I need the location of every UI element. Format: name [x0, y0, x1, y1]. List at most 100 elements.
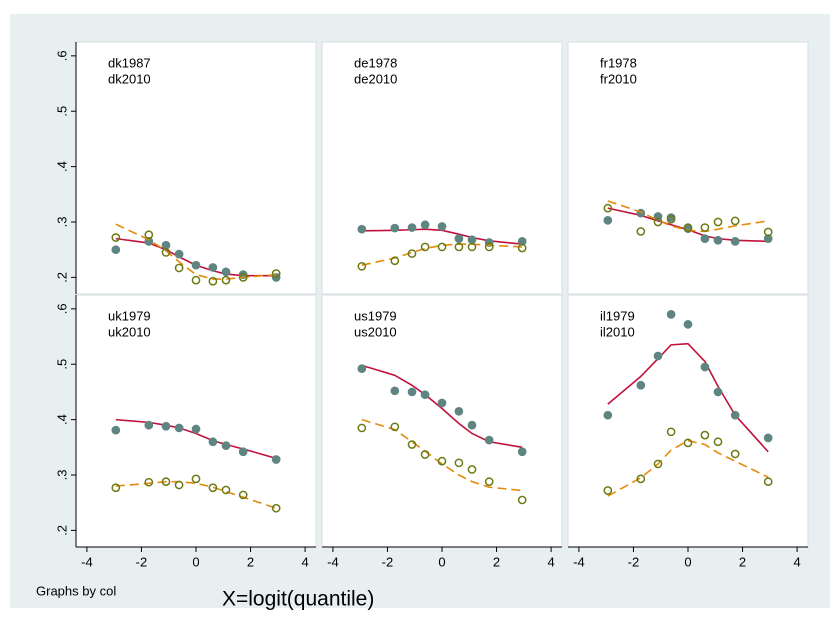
panel	[567, 294, 809, 548]
x-tick-label: -4	[81, 554, 93, 569]
point	[653, 217, 663, 227]
x-tick-label: 0	[192, 554, 199, 569]
point	[517, 447, 527, 457]
point	[437, 242, 447, 252]
point	[271, 455, 281, 464]
legend-label: de1978	[354, 55, 397, 70]
point	[208, 276, 218, 286]
fit-line	[607, 342, 769, 453]
point	[111, 425, 121, 435]
x-tick-label: 4	[301, 554, 308, 569]
point	[174, 480, 184, 490]
point	[683, 223, 693, 232]
point	[730, 410, 740, 420]
point	[221, 441, 231, 450]
point	[437, 398, 447, 408]
point	[713, 235, 723, 245]
point	[700, 362, 710, 372]
point	[191, 260, 201, 270]
point	[467, 465, 477, 474]
legend-label: dk1987	[108, 55, 151, 70]
y-tick-label: .5	[54, 106, 69, 117]
point	[390, 422, 400, 432]
y-tick-label: .6	[54, 50, 69, 61]
point	[653, 351, 663, 361]
point	[484, 435, 494, 445]
y-tick-label: .3	[54, 470, 69, 481]
point	[144, 230, 154, 240]
point	[390, 223, 400, 233]
legend-label: us2010	[354, 324, 397, 339]
point	[666, 214, 676, 224]
x-tick-label: 2	[493, 554, 500, 569]
point	[271, 269, 281, 278]
point	[454, 242, 464, 252]
point	[603, 486, 613, 495]
point	[636, 474, 646, 484]
point	[174, 249, 184, 259]
fit-line	[361, 418, 523, 492]
point	[111, 233, 121, 242]
point	[420, 390, 430, 400]
point	[437, 456, 447, 466]
point	[238, 270, 248, 279]
legend-label: us1979	[354, 308, 397, 323]
point	[636, 380, 646, 390]
point	[208, 437, 218, 447]
point	[161, 248, 171, 257]
legend-label: uk2010	[108, 324, 151, 339]
point	[713, 437, 723, 447]
point	[407, 440, 417, 449]
point	[603, 215, 613, 225]
point	[357, 224, 367, 234]
point	[666, 310, 676, 319]
point	[208, 263, 218, 272]
y-tick-label: .5	[54, 359, 69, 370]
point	[700, 234, 710, 243]
point	[730, 449, 740, 459]
x-tick-label: 4	[547, 554, 554, 569]
point	[161, 240, 171, 250]
point	[603, 203, 613, 213]
legend-label: il2010	[600, 324, 635, 339]
point	[454, 406, 464, 416]
legend-label: il1979	[600, 308, 635, 323]
note: Graphs by col	[36, 583, 116, 598]
point	[144, 477, 154, 487]
point	[390, 256, 400, 266]
point	[517, 243, 527, 253]
point	[271, 503, 281, 513]
fit-line	[607, 200, 769, 233]
legend-label: dk2010	[108, 71, 151, 86]
y-tick-label: .6	[54, 303, 69, 314]
panel	[321, 294, 563, 548]
point	[221, 267, 231, 277]
point	[700, 223, 710, 232]
point	[730, 237, 740, 246]
point	[467, 242, 477, 252]
point	[763, 477, 773, 486]
point	[603, 410, 613, 420]
point	[484, 477, 494, 486]
x-tick-label: 2	[247, 554, 254, 569]
point	[238, 447, 248, 457]
point	[700, 430, 710, 440]
point	[713, 217, 723, 227]
point	[653, 459, 663, 469]
point	[730, 216, 740, 226]
x-tick-label: -4	[327, 554, 339, 569]
x-tick-label: -2	[382, 554, 394, 569]
x-axis-label: X=logit(quantile)	[222, 588, 374, 611]
point	[191, 275, 201, 285]
panel	[567, 41, 809, 295]
y-tick-label: .2	[54, 525, 69, 536]
point	[191, 424, 201, 434]
point	[111, 483, 121, 493]
legend-label: fr2010	[600, 71, 637, 86]
fit-line	[607, 439, 769, 497]
point	[191, 474, 201, 484]
y-tick-label: .3	[54, 217, 69, 228]
legend-label: uk1979	[108, 308, 151, 323]
point	[454, 234, 464, 243]
point	[467, 420, 477, 430]
